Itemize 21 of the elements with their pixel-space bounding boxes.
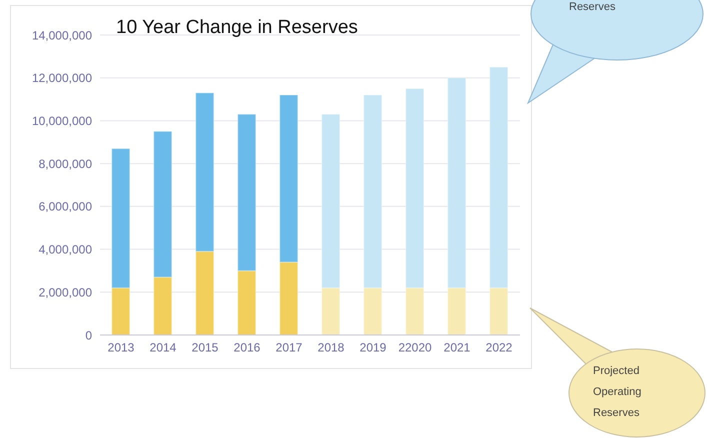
- x-tick-label: 2021: [444, 340, 471, 355]
- y-tick-label: 4,000,000: [38, 242, 92, 257]
- x-tick-label: 2015: [192, 340, 219, 355]
- y-tick-label: 14,000,000: [32, 28, 92, 42]
- x-tick-label: 2018: [318, 340, 345, 355]
- y-tick-label: 0: [85, 328, 92, 342]
- x-tick-label: 2019: [360, 340, 387, 355]
- y-tick-label: 2,000,000: [38, 285, 92, 300]
- x-tick-label: 2013: [108, 340, 135, 355]
- y-tick-label: 6,000,000: [38, 200, 92, 214]
- x-tick-label: 2022: [486, 340, 513, 355]
- x-tick-label: 2014: [150, 340, 177, 355]
- y-tick-label: 8,000,000: [38, 156, 92, 171]
- chart-title: 10 Year Change in Reserves: [116, 17, 358, 39]
- y-tick-label: 10,000,000: [32, 114, 92, 128]
- x-tick-label: 2016: [234, 340, 261, 355]
- x-tick-label: 22020: [398, 340, 432, 355]
- y-tick-label: 12,000,000: [32, 71, 92, 86]
- x-tick-label: 2017: [276, 340, 303, 355]
- text: Reserves: [569, 1, 616, 13]
- text: Projected Operating Reserves: [593, 364, 642, 421]
